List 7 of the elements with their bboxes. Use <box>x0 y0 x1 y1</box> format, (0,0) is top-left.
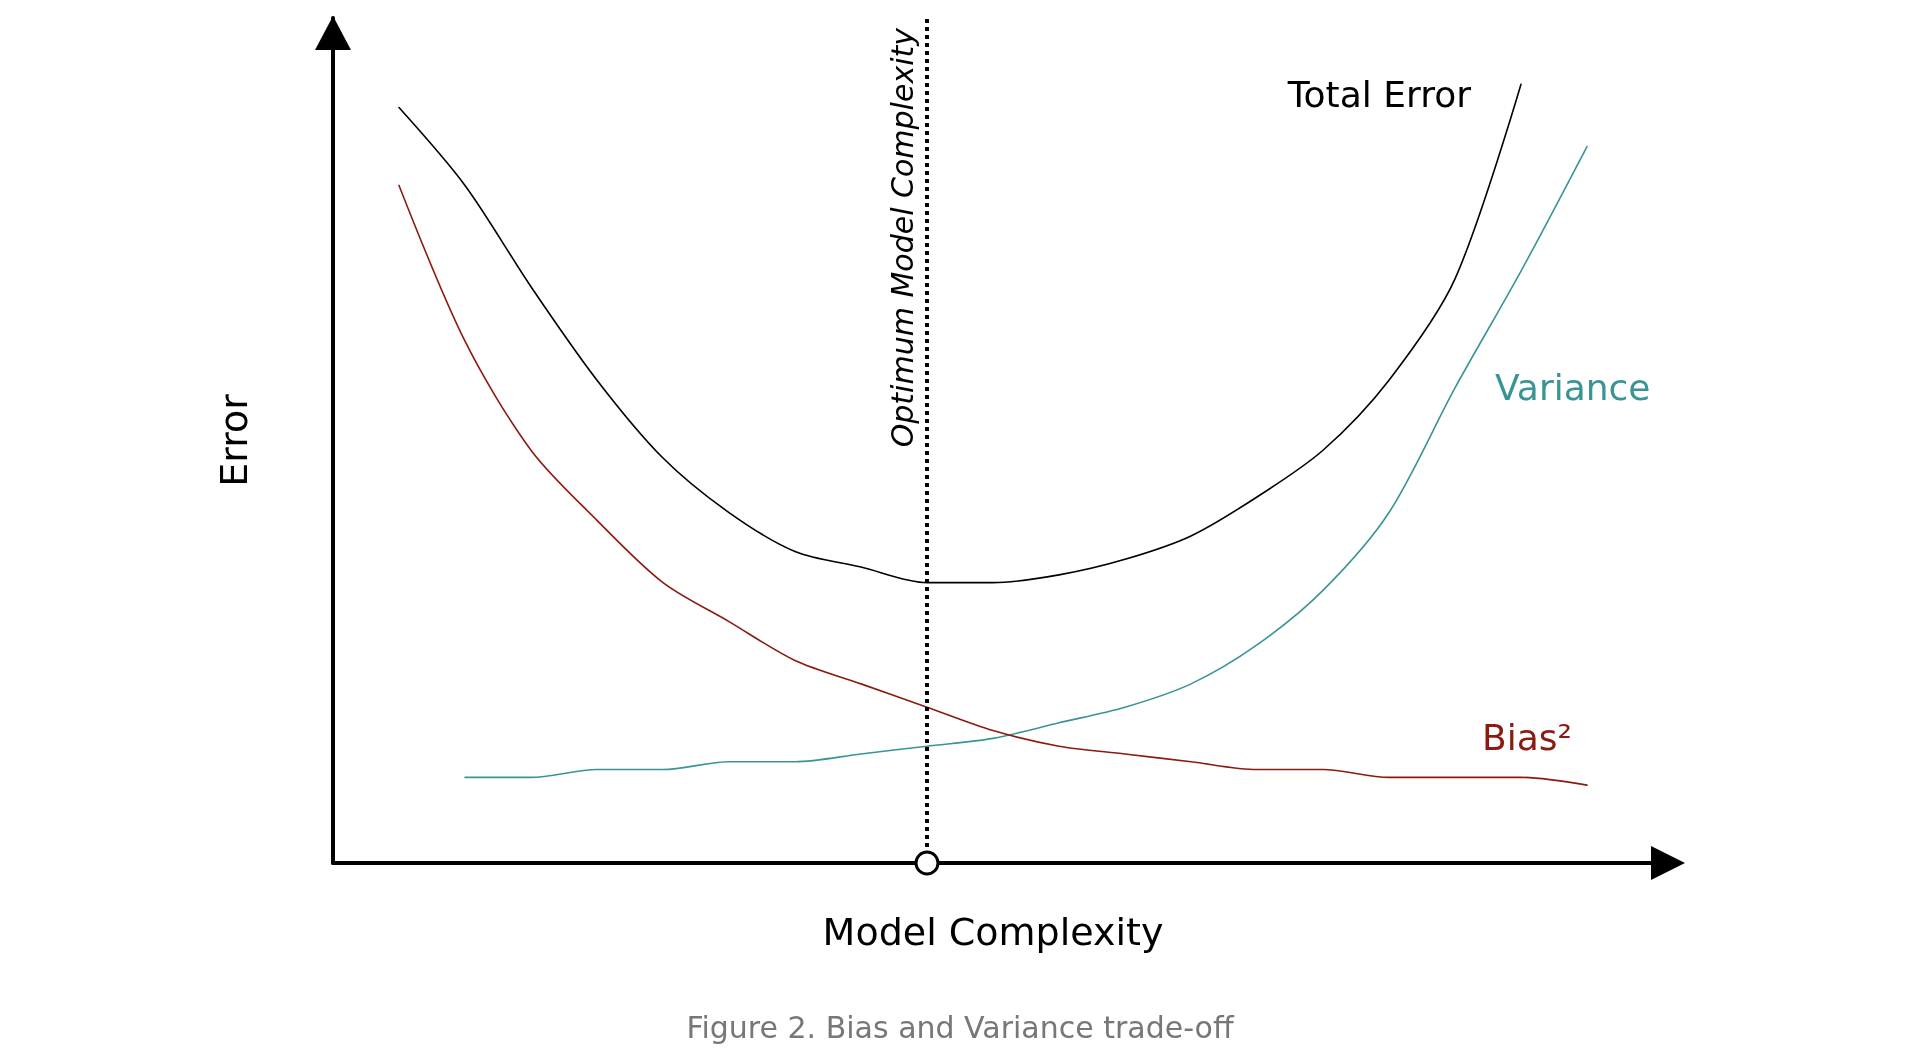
series-label: Bias² <box>1482 716 1572 758</box>
series-label: Variance <box>1495 367 1651 409</box>
text: Optimum Model Complexity <box>884 28 920 448</box>
series-label: Total Error <box>1286 73 1472 115</box>
x-axis-title: Model Complexity <box>822 910 1164 954</box>
y-axis-title: Error <box>212 393 256 487</box>
caption: Figure 2. Bias and Variance trade-off <box>686 1009 1235 1045</box>
